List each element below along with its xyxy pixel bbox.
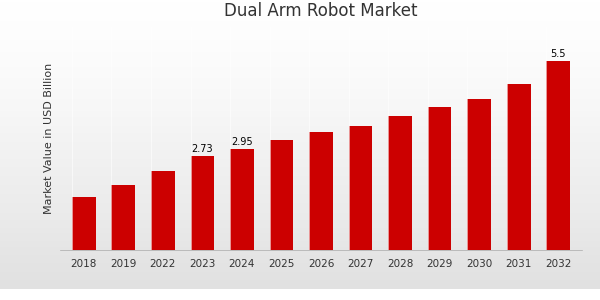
Text: 2.73: 2.73 bbox=[191, 144, 213, 154]
Bar bbox=[388, 116, 412, 250]
Bar bbox=[269, 140, 293, 250]
Bar bbox=[151, 171, 175, 250]
Y-axis label: Market Value in USD Billion: Market Value in USD Billion bbox=[44, 63, 55, 214]
Bar bbox=[467, 99, 491, 250]
Bar bbox=[428, 107, 451, 250]
Bar bbox=[112, 184, 135, 250]
Bar bbox=[349, 126, 373, 250]
Bar bbox=[507, 83, 530, 250]
Bar bbox=[72, 196, 95, 250]
Title: Dual Arm Robot Market: Dual Arm Robot Market bbox=[224, 2, 418, 20]
Text: 2.95: 2.95 bbox=[231, 136, 253, 146]
Text: 5.5: 5.5 bbox=[551, 49, 566, 59]
Bar bbox=[309, 133, 333, 250]
Bar bbox=[191, 156, 214, 250]
Bar bbox=[230, 148, 254, 250]
Bar bbox=[547, 61, 570, 250]
